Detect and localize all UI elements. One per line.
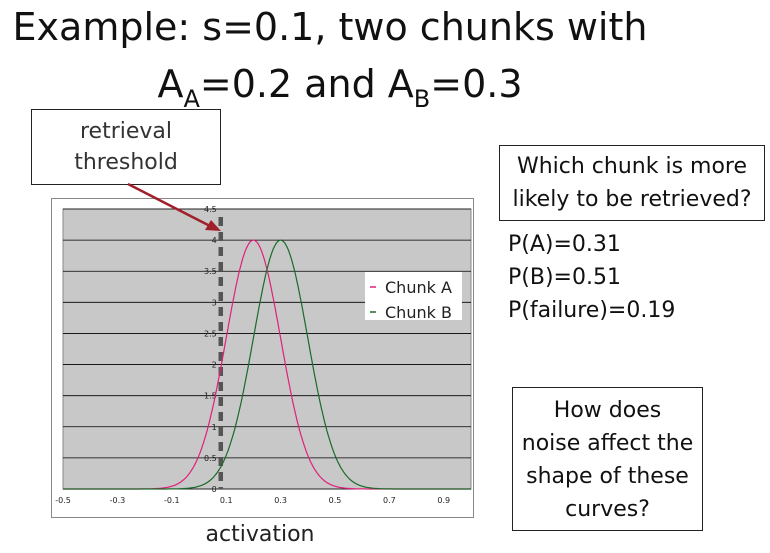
y-tick-label: 2.5 [204,329,217,338]
chart-svg: 0 0.5 1 1.5 2 2.5 3 3.5 4 4.5 -0.5 -0.3 -0.1 0.1 0.3 0.… [55,205,472,505]
noise-line1: How does [553,398,662,423]
legend-label: Chunk A [385,278,452,297]
slide-title-line1: Example: s=0.1, two chunks with [12,5,648,49]
x-tick-label: 0.5 [329,496,342,505]
x-tick-label: -0.3 [110,496,126,505]
question-box: Which chunk is more likely to be retriev… [499,145,765,221]
x-tick-label: 0.7 [383,496,396,505]
slide-title-line2: AA=0.2 and AB=0.3 [0,62,690,121]
title-mid: =0.2 and A [199,62,414,106]
legend-label: Chunk B [385,303,452,322]
callout-line2: threshold [74,150,178,175]
arrow-head-icon [205,220,221,231]
legend-box [365,272,462,320]
question-line1: Which chunk is more [516,154,748,179]
y-tick-label: 1 [212,423,217,432]
y-tick-label: 0 [212,485,217,494]
threshold-arrow [127,182,211,228]
title-b-subscript: B [413,85,431,113]
callout-line1: retrieval [79,119,173,144]
noise-line4: curves? [565,497,650,522]
y-tick-label: 4 [212,236,217,245]
activation-chart: 0 0.5 1 1.5 2 2.5 3 3.5 4 4.5 -0.5 -0.3 -0.1 0.1 0.3 0.… [51,198,474,518]
question-line2: likely to be retrieved? [512,187,752,212]
x-tick-label: -0.5 [55,496,71,505]
prob-failure: P(failure)=0.19 [508,298,676,323]
probabilities-list: P(A)=0.31 P(B)=0.51 P(failure)=0.19 [508,228,675,327]
title-end: =0.3 [430,62,523,106]
y-tick-label: 3 [212,298,217,307]
prob-b: P(B)=0.51 [508,265,621,290]
noise-line2: noise affect the [521,431,694,456]
noise-question-box: How does noise affect the shape of these… [512,387,703,531]
y-tick-label: 3.5 [204,267,217,276]
y-tick-label: 0.5 [204,454,217,463]
series-line-chunk-b [63,239,471,490]
y-tick-label: 1.5 [204,392,217,401]
prob-a: P(A)=0.31 [508,232,621,257]
y-tick-label: 2 [212,361,217,370]
title-a-subscript: A [183,85,200,113]
retrieval-threshold-callout: retrieval threshold [31,109,221,185]
title-a: A [157,62,184,106]
x-tick-label: 0.3 [274,496,287,505]
x-axis-label: activation [205,522,315,547]
x-tick-label: 0.1 [220,496,233,505]
x-tick-label: 0.9 [437,496,450,505]
x-tick-label: -0.1 [164,496,180,505]
plot-area [62,208,472,490]
noise-line3: shape of these [526,464,689,489]
y-tick-label: 4.5 [204,205,217,214]
